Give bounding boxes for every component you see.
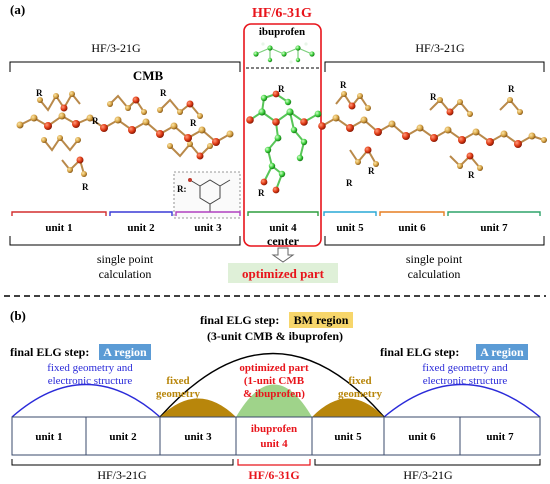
- b-ibuprofen-label: ibuprofen: [251, 423, 297, 435]
- r-inset-label: R:: [177, 184, 187, 194]
- b-unit-2-label: unit 2: [109, 431, 137, 443]
- right-calc-line2: calculation: [408, 267, 461, 281]
- b-unit-5-label: unit 5: [334, 431, 362, 443]
- right-fixed-geom-1: fixed: [348, 375, 371, 387]
- right-fixed-desc-1: fixed geometry and: [422, 362, 508, 374]
- svg-text:R: R: [82, 182, 89, 192]
- optimized-part-label: optimized part: [242, 266, 325, 281]
- unit-labels-a: unit 1 unit 2 unit 3 unit 4 unit 5 unit …: [45, 222, 508, 234]
- center-region-box: [243, 23, 322, 247]
- svg-text:R: R: [508, 84, 515, 94]
- left-calc-line1: single point: [97, 252, 154, 266]
- bm-step-prefix: final ELG step:: [200, 313, 279, 327]
- b-center-basis: HF/6-31G: [248, 468, 299, 482]
- left-bottom-bracket: [9, 236, 241, 246]
- right-a-region-label: A region: [480, 345, 524, 359]
- left-basis-label: HF/3-21G: [91, 41, 141, 55]
- b-center-bracket: [237, 459, 311, 466]
- right-fixed-geom-2: geometry: [338, 388, 382, 400]
- left-top-bracket: [9, 61, 241, 72]
- r-labels-right: R R R R R R: [340, 80, 515, 188]
- bm-sub-label: (3-unit CMB & ibuprofen): [207, 329, 343, 343]
- r-labels-center: R R: [258, 84, 285, 198]
- down-arrow-icon: [271, 247, 295, 263]
- center-unit4-molecule: [246, 90, 322, 194]
- svg-text:R: R: [346, 178, 353, 188]
- b-left-bracket: [11, 459, 234, 466]
- cmb-chain-right: [318, 91, 547, 171]
- right-basis-label: HF/3-21G: [415, 41, 465, 55]
- optimized-hump: [236, 384, 312, 417]
- unit-4-label: unit 4: [269, 222, 297, 234]
- left-calc-line2: calculation: [99, 267, 152, 281]
- bm-region-label: BM region: [294, 313, 349, 327]
- b-unit-3-label: unit 3: [184, 431, 212, 443]
- left-fixed-geom-2: geometry: [156, 388, 200, 400]
- b-right-basis: HF/3-21G: [403, 468, 453, 482]
- r-labels-left: R R R R R: [36, 88, 197, 192]
- unit-6-label: unit 6: [398, 222, 426, 234]
- left-a-region-badge: [99, 344, 151, 360]
- left-fixed-desc-2: electronic structure: [48, 375, 133, 387]
- right-bottom-bracket: [324, 236, 545, 246]
- bm-arc: [159, 352, 385, 418]
- optimized-part-badge: [228, 263, 338, 283]
- left-a-region-label: A region: [103, 345, 147, 359]
- optimized-part-2: (1-unit CMB: [244, 375, 305, 387]
- r-group-structure: [188, 178, 231, 212]
- b-right-bracket: [314, 459, 541, 466]
- unit-5-label: unit 5: [336, 222, 364, 234]
- unit-1-label: unit 1: [45, 222, 72, 234]
- unit-2-label: unit 2: [127, 222, 155, 234]
- panel-a-label: (a): [10, 2, 25, 17]
- right-top-bracket: [324, 61, 545, 72]
- svg-text:R: R: [368, 166, 375, 176]
- svg-text:R: R: [468, 170, 475, 180]
- left-fixed-geom-1: fixed: [166, 375, 189, 387]
- cmb-chain-left: [16, 91, 234, 177]
- left-fixed-desc-1: fixed geometry and: [47, 362, 133, 374]
- right-calc-line1: single point: [406, 252, 463, 266]
- center-basis-label: HF/6-31G: [252, 6, 312, 21]
- panel-b-label: (b): [10, 308, 26, 323]
- svg-text:R: R: [430, 92, 437, 102]
- svg-text:R: R: [92, 116, 99, 126]
- right-fixed-geometry-hump: [312, 398, 384, 417]
- left-step-prefix: final ELG step:: [10, 345, 89, 359]
- ibuprofen-label: ibuprofen: [259, 26, 305, 38]
- svg-text:R: R: [190, 118, 197, 128]
- b-unit-7-label: unit 7: [486, 431, 514, 443]
- b-unit-1-label: unit 1: [35, 431, 62, 443]
- right-fixed-desc-2: electronic structure: [423, 375, 508, 387]
- b-unit-4-label: unit 4: [260, 438, 288, 450]
- svg-text:R: R: [340, 80, 347, 90]
- svg-text:R: R: [258, 188, 265, 198]
- cmb-label: CMB: [133, 68, 164, 83]
- b-left-basis: HF/3-21G: [97, 468, 147, 482]
- right-a-arc: [383, 383, 541, 418]
- bm-region-badge: [289, 312, 353, 328]
- b-unit-6-label: unit 6: [408, 431, 436, 443]
- optimized-part-3: & ibuprofen): [243, 388, 305, 400]
- unit-box-row: [11, 416, 541, 456]
- unit-brackets: [11, 211, 541, 216]
- left-fixed-geometry-hump: [160, 398, 236, 417]
- unit-labels-b: unit 1 unit 2 unit 3 ibuprofen unit 4 un…: [35, 423, 514, 450]
- center-label: center: [267, 234, 300, 248]
- svg-text:R: R: [278, 84, 285, 94]
- right-step-prefix: final ELG step:: [380, 345, 459, 359]
- optimized-part-1: optimized part: [239, 362, 309, 374]
- unit-7-label: unit 7: [480, 222, 508, 234]
- svg-text:R: R: [36, 88, 43, 98]
- ibuprofen-molecule: [253, 42, 315, 64]
- svg-text:R: R: [160, 88, 167, 98]
- right-a-region-badge: [476, 344, 528, 360]
- left-a-arc: [11, 383, 161, 418]
- unit-3-label: unit 3: [194, 222, 222, 234]
- r-group-inset: [173, 171, 241, 219]
